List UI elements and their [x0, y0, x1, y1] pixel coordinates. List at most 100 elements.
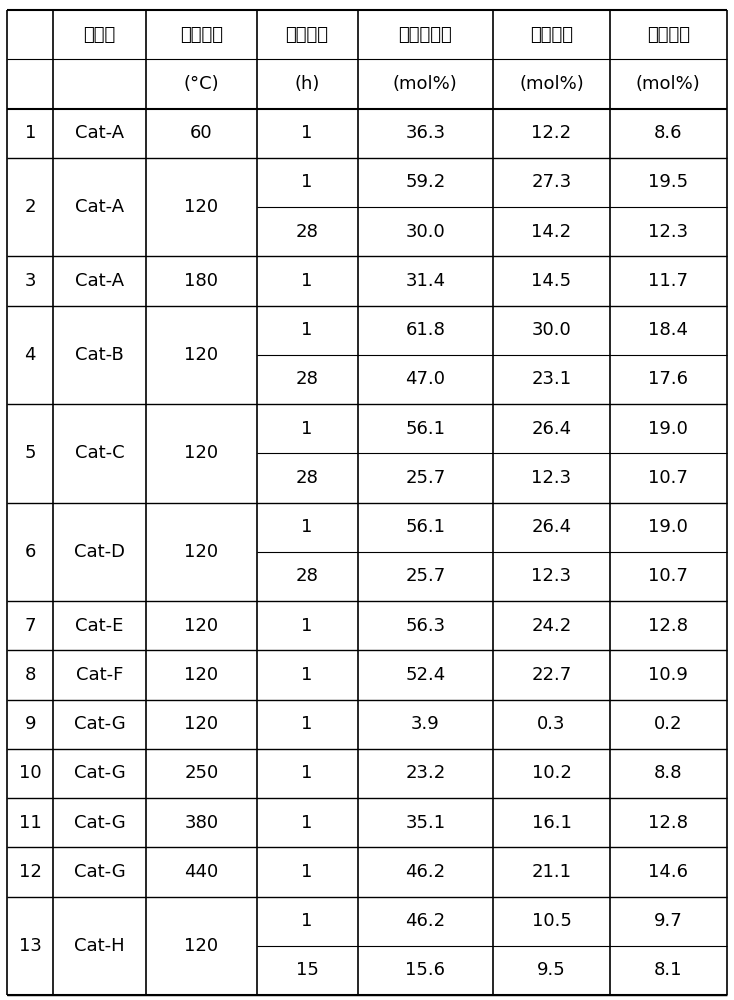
- Text: 14.2: 14.2: [531, 223, 572, 241]
- Text: 27.3: 27.3: [531, 173, 572, 191]
- Text: 120: 120: [184, 444, 219, 462]
- Text: 10.7: 10.7: [648, 567, 688, 585]
- Text: 0.2: 0.2: [654, 715, 683, 733]
- Text: (mol%): (mol%): [519, 75, 584, 93]
- Text: Cat-A: Cat-A: [75, 124, 124, 142]
- Text: 14.6: 14.6: [648, 863, 688, 881]
- Text: 24.2: 24.2: [531, 617, 572, 635]
- Text: 47.0: 47.0: [405, 370, 446, 388]
- Text: 12.8: 12.8: [648, 617, 688, 635]
- Text: Cat-E: Cat-E: [76, 617, 124, 635]
- Text: 反应温度: 反应温度: [180, 26, 223, 44]
- Text: 3.9: 3.9: [411, 715, 440, 733]
- Text: 1: 1: [302, 666, 313, 684]
- Text: 19.0: 19.0: [648, 420, 688, 438]
- Text: 3: 3: [24, 272, 36, 290]
- Text: Cat-D: Cat-D: [74, 543, 125, 561]
- Text: 1: 1: [302, 863, 313, 881]
- Text: Cat-A: Cat-A: [75, 272, 124, 290]
- Text: 16.1: 16.1: [531, 814, 572, 832]
- Text: 10.5: 10.5: [531, 912, 572, 930]
- Text: 46.2: 46.2: [405, 863, 446, 881]
- Text: 46.2: 46.2: [405, 912, 446, 930]
- Text: Cat-A: Cat-A: [75, 198, 124, 216]
- Text: 10: 10: [19, 764, 42, 782]
- Text: Cat-H: Cat-H: [74, 937, 125, 955]
- Text: 1: 1: [302, 764, 313, 782]
- Text: 1: 1: [302, 912, 313, 930]
- Text: 1: 1: [24, 124, 36, 142]
- Text: Cat-B: Cat-B: [76, 346, 124, 364]
- Text: 8.8: 8.8: [654, 764, 683, 782]
- Text: 180: 180: [184, 272, 219, 290]
- Text: 18.4: 18.4: [648, 321, 688, 339]
- Text: 120: 120: [184, 937, 219, 955]
- Text: 9.7: 9.7: [654, 912, 683, 930]
- Text: Cat-G: Cat-G: [74, 715, 126, 733]
- Text: 23.1: 23.1: [531, 370, 572, 388]
- Text: 26.4: 26.4: [531, 518, 572, 536]
- Text: 120: 120: [184, 198, 219, 216]
- Text: 440: 440: [184, 863, 219, 881]
- Text: 26.4: 26.4: [531, 420, 572, 438]
- Text: 59.2: 59.2: [405, 173, 446, 191]
- Text: 120: 120: [184, 543, 219, 561]
- Text: 10.9: 10.9: [648, 666, 688, 684]
- Text: 丁烯转化率: 丁烯转化率: [399, 26, 452, 44]
- Text: 28: 28: [296, 223, 319, 241]
- Text: 1: 1: [302, 617, 313, 635]
- Text: 15.6: 15.6: [405, 961, 446, 979]
- Text: 12.3: 12.3: [531, 567, 572, 585]
- Text: 1: 1: [302, 814, 313, 832]
- Text: 31.4: 31.4: [405, 272, 446, 290]
- Text: 56.3: 56.3: [405, 617, 446, 635]
- Text: (mol%): (mol%): [393, 75, 458, 93]
- Text: 23.2: 23.2: [405, 764, 446, 782]
- Text: 12.3: 12.3: [531, 469, 572, 487]
- Text: 10.2: 10.2: [531, 764, 572, 782]
- Text: 28: 28: [296, 567, 319, 585]
- Text: 10.7: 10.7: [648, 469, 688, 487]
- Text: 56.1: 56.1: [405, 518, 446, 536]
- Text: 12: 12: [19, 863, 42, 881]
- Text: Cat-G: Cat-G: [74, 814, 126, 832]
- Text: 120: 120: [184, 346, 219, 364]
- Text: 120: 120: [184, 666, 219, 684]
- Text: 戊烯收率: 戊烯收率: [647, 26, 690, 44]
- Text: 380: 380: [184, 814, 219, 832]
- Text: 8: 8: [24, 666, 36, 684]
- Text: 13: 13: [19, 937, 42, 955]
- Text: 21.1: 21.1: [531, 863, 572, 881]
- Text: 9.5: 9.5: [537, 961, 566, 979]
- Text: 30.0: 30.0: [531, 321, 572, 339]
- Text: 25.7: 25.7: [405, 469, 446, 487]
- Text: 250: 250: [184, 764, 219, 782]
- Text: 5: 5: [24, 444, 36, 462]
- Text: 催化剂: 催化剂: [84, 26, 116, 44]
- Text: Cat-G: Cat-G: [74, 863, 126, 881]
- Text: 8.1: 8.1: [654, 961, 683, 979]
- Text: (mol%): (mol%): [636, 75, 701, 93]
- Text: 反应时间: 反应时间: [286, 26, 329, 44]
- Text: 1: 1: [302, 715, 313, 733]
- Text: 1: 1: [302, 173, 313, 191]
- Text: 28: 28: [296, 469, 319, 487]
- Text: 19.0: 19.0: [648, 518, 688, 536]
- Text: 11.7: 11.7: [648, 272, 688, 290]
- Text: (h): (h): [294, 75, 320, 93]
- Text: 1: 1: [302, 272, 313, 290]
- Text: Cat-G: Cat-G: [74, 764, 126, 782]
- Text: Cat-F: Cat-F: [76, 666, 123, 684]
- Text: 4: 4: [24, 346, 36, 364]
- Text: (°C): (°C): [184, 75, 219, 93]
- Text: 17.6: 17.6: [648, 370, 688, 388]
- Text: 52.4: 52.4: [405, 666, 446, 684]
- Text: 28: 28: [296, 370, 319, 388]
- Text: 120: 120: [184, 715, 219, 733]
- Text: 2: 2: [24, 198, 36, 216]
- Text: 1: 1: [302, 124, 313, 142]
- Text: 0.3: 0.3: [537, 715, 566, 733]
- Text: 19.5: 19.5: [648, 173, 688, 191]
- Text: 8.6: 8.6: [654, 124, 683, 142]
- Text: 60: 60: [190, 124, 213, 142]
